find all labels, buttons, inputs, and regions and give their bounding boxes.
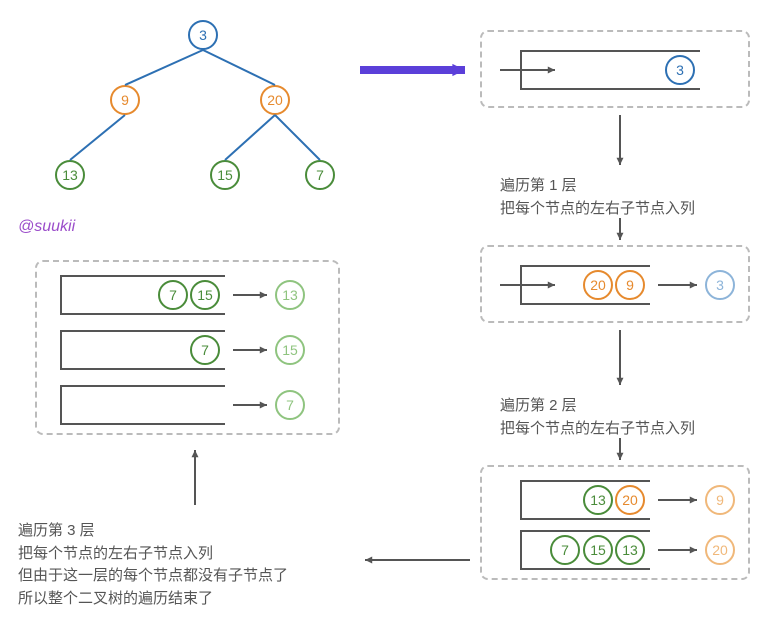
- tree-node: 15: [275, 335, 305, 365]
- tree-node: 13: [615, 535, 645, 565]
- arrow: [353, 548, 482, 572]
- arrow: [263, 103, 332, 172]
- arrow: [58, 103, 137, 172]
- tree-node: 15: [583, 535, 613, 565]
- arrow: [646, 273, 709, 297]
- tree-node: 7: [275, 390, 305, 420]
- arrow: [608, 206, 632, 252]
- arrow: [221, 338, 279, 362]
- tree-node: 9: [615, 270, 645, 300]
- arrow: [608, 426, 632, 472]
- arrow: [191, 38, 287, 97]
- arrow: [183, 438, 207, 517]
- tree-node: 9: [705, 485, 735, 515]
- tree-node: 20: [583, 270, 613, 300]
- tree-node: 3: [665, 55, 695, 85]
- arrow: [221, 283, 279, 307]
- tree-node: 13: [275, 280, 305, 310]
- arrow: [646, 488, 709, 512]
- arrow: [608, 103, 632, 177]
- step-caption: 遍历第 1 层把每个节点的左右子节点入列: [500, 175, 695, 220]
- tree-node: 7: [190, 335, 220, 365]
- arrow: [608, 318, 632, 397]
- tree-node: 7: [550, 535, 580, 565]
- tree-node: 15: [190, 280, 220, 310]
- tree-node: 20: [705, 535, 735, 565]
- tree-node: 7: [158, 280, 188, 310]
- arrow: [221, 393, 279, 417]
- watermark: @suukii: [18, 218, 75, 236]
- step-caption: 遍历第 2 层把每个节点的左右子节点入列: [500, 395, 695, 440]
- tree-node: 13: [583, 485, 613, 515]
- arrow: [488, 273, 567, 297]
- arrow: [488, 58, 567, 82]
- arrow: [348, 58, 477, 82]
- tree-node: 20: [615, 485, 645, 515]
- queue: [60, 385, 225, 425]
- arrow: [646, 538, 709, 562]
- tree-node: 3: [705, 270, 735, 300]
- final-caption: 遍历第 3 层把每个节点的左右子节点入列但由于这一层的每个节点都没有子节点了所以…: [18, 520, 288, 610]
